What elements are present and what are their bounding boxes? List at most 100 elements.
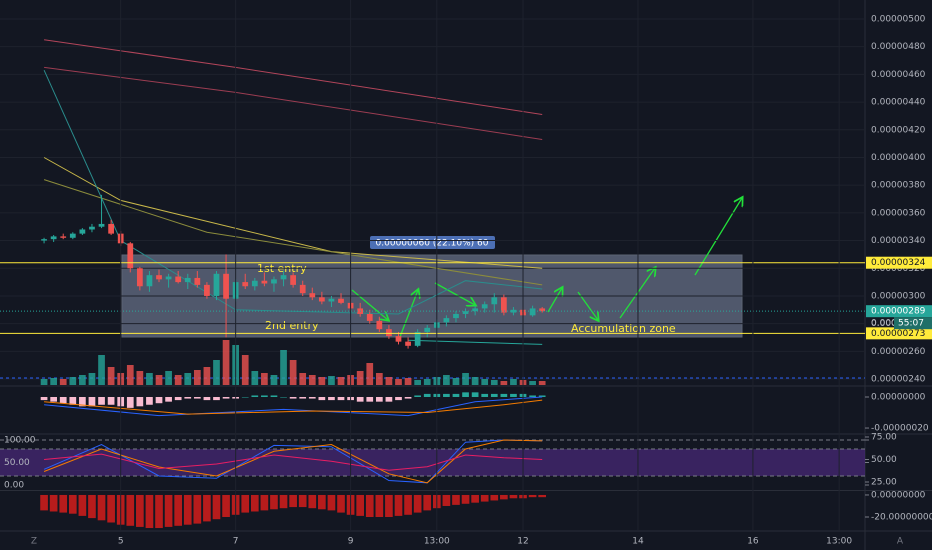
volume-bar <box>414 380 422 385</box>
volume-bar <box>328 376 335 385</box>
candle-body <box>443 318 450 323</box>
y-tick-label: 0.00000300 <box>871 291 926 301</box>
candle-body <box>395 336 402 342</box>
y-tick-label: 0.00000400 <box>871 153 926 163</box>
candle-body <box>79 229 86 234</box>
candle-body <box>338 298 344 303</box>
histogram-bar <box>59 494 68 513</box>
histogram-bar <box>413 494 422 513</box>
histogram-bar <box>471 494 479 503</box>
candle-body <box>146 275 153 287</box>
histogram-bar <box>490 494 499 501</box>
histogram-bar <box>212 494 221 520</box>
histogram-bar <box>49 494 58 512</box>
measure-label-bg <box>370 236 495 249</box>
y-tick-label: 0.00000360 <box>871 208 926 218</box>
histogram-bar <box>78 494 87 516</box>
histogram-bar <box>423 494 432 511</box>
candle-body <box>309 293 316 298</box>
macd-bar <box>40 397 48 401</box>
x-tick-label: 7 <box>233 537 239 547</box>
y-tick-label: 0.00000480 <box>871 42 926 52</box>
candle-body <box>529 308 536 316</box>
macd-bar <box>184 397 192 399</box>
macd-bar <box>98 397 105 405</box>
y-tick-label: 100.00 <box>4 435 36 445</box>
x-tick-label: 5 <box>118 537 124 547</box>
macd-bar <box>155 397 163 404</box>
countdown-bg <box>894 317 932 330</box>
volume-bar <box>299 373 307 385</box>
macd-bar <box>481 393 489 398</box>
candle-body <box>136 268 143 287</box>
histogram-bar <box>40 494 48 511</box>
candle-body <box>127 243 134 269</box>
histogram-bar <box>356 494 365 516</box>
corner-label: A <box>897 537 904 547</box>
y-tick-label: 0.00000440 <box>871 98 926 108</box>
candle-body <box>223 273 229 299</box>
histogram-bar <box>327 494 336 511</box>
price-label: 0.00000 <box>871 319 908 329</box>
macd-bar <box>462 392 469 398</box>
volume-bar <box>538 381 546 385</box>
last-price-label: 0.00000289 <box>871 307 926 317</box>
candle-body <box>194 277 201 285</box>
candle-body <box>539 308 546 312</box>
histogram-bar <box>193 494 202 524</box>
histogram-bar <box>375 494 384 517</box>
macd-bar <box>174 397 182 401</box>
histogram-bar <box>174 494 183 526</box>
volume-bar <box>280 350 287 385</box>
countdown: 55:07 <box>898 319 924 329</box>
histogram-bar <box>241 494 250 513</box>
macd-bar <box>423 393 431 398</box>
histogram-bar <box>155 494 163 529</box>
volume-bar <box>318 377 326 385</box>
candle-body <box>175 276 182 283</box>
y-tick-label: 0.00000500 <box>871 14 926 24</box>
histogram-bar <box>461 494 470 504</box>
volume-bar <box>251 371 259 385</box>
histogram-bar <box>452 494 460 505</box>
pane <box>0 18 865 385</box>
histogram-bar <box>136 494 144 527</box>
histogram-bar <box>500 494 508 500</box>
volume-bar <box>126 365 134 385</box>
volume-bar <box>40 379 48 385</box>
macd-bar <box>538 395 546 398</box>
volume-bar <box>136 371 144 385</box>
candle-body <box>184 277 191 283</box>
macd-bar <box>107 397 115 405</box>
macd-bar <box>69 397 77 405</box>
y-tick-label: 0.00000320 <box>871 264 926 274</box>
volume-bar <box>79 375 86 385</box>
histogram-bar <box>528 494 537 498</box>
macd-bar <box>328 397 335 401</box>
x-tick-label: 13:00 <box>826 537 852 547</box>
histogram-bar <box>183 494 192 525</box>
y-tick-label: 0.00000000 <box>871 490 926 500</box>
y-tick-label: 0.00000380 <box>871 181 926 191</box>
volume-bar <box>50 378 57 385</box>
last-price-bg <box>866 305 932 318</box>
volume-bar <box>184 373 192 385</box>
histogram-bar <box>289 494 297 508</box>
volume-bar <box>308 375 316 385</box>
macd-bar <box>203 397 211 401</box>
candle-body <box>366 313 373 321</box>
x-tick-label: 16 <box>747 537 759 547</box>
candle-body <box>271 279 277 284</box>
histogram-bar <box>365 494 374 517</box>
y-tick-label: -20.00000000 <box>871 513 932 523</box>
macd-bar <box>241 397 249 398</box>
macd-bar <box>213 397 220 401</box>
y-tick-label: 0.00000420 <box>871 125 926 135</box>
macd-bar <box>395 397 402 401</box>
indicator-line <box>43 179 543 286</box>
volume-bar <box>222 340 230 385</box>
candle-body <box>108 223 114 234</box>
indicator-line <box>44 453 543 471</box>
macd-bar <box>510 393 517 398</box>
y-tick-label: 25.00 <box>871 477 897 487</box>
